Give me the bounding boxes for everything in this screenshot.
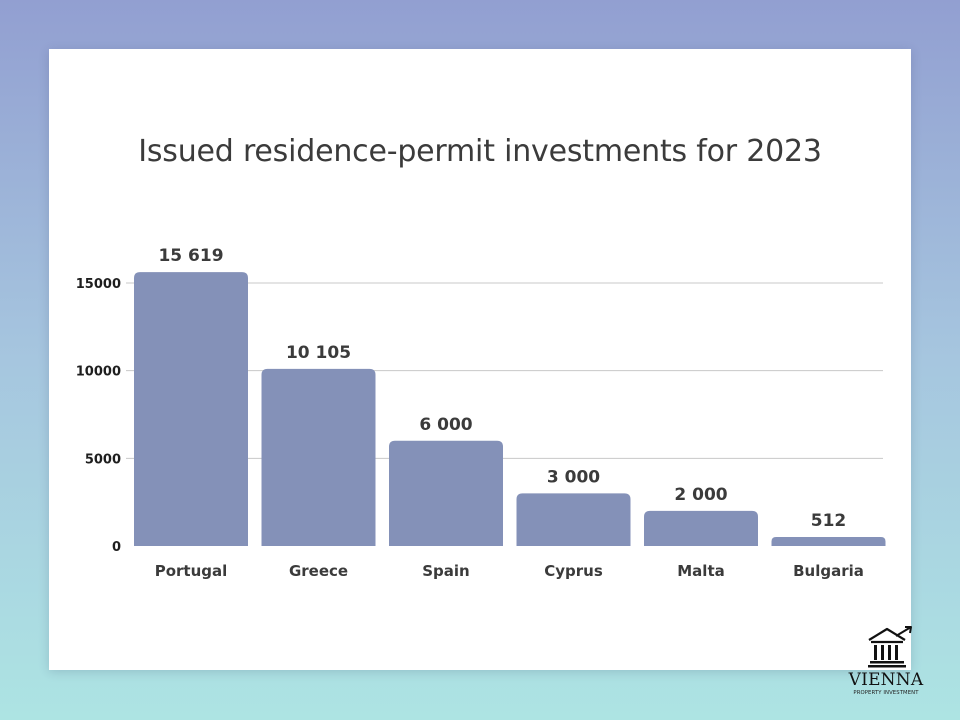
bar [389,440,503,546]
x-tick-label: Cyprus [544,562,603,580]
brand-logo: VIENNA PROPERTY INVESTMENT [846,626,928,702]
bar [644,510,758,546]
y-tick-label: 5000 [85,452,121,467]
bar [771,537,886,546]
y-tick-label: 0 [112,540,121,555]
data-label: 512 [811,511,847,531]
bar [516,493,631,546]
y-tick-label: 15000 [76,277,121,292]
x-tick-label: Portugal [155,562,228,580]
x-tick-label: Bulgaria [793,562,864,580]
logo-tagline: PROPERTY INVESTMENT [853,690,919,696]
y-tick-label: 10000 [76,365,121,380]
bar [261,368,376,546]
data-label: 15 619 [158,246,223,266]
bar [134,272,248,546]
data-label: 2 000 [674,485,727,505]
chart-title: Issued residence-permit investments for … [138,134,822,169]
logo-name: VIENNA [848,670,924,690]
x-tick-label: Spain [422,562,469,580]
data-label: 6 000 [419,415,472,435]
data-label: 10 105 [286,343,351,363]
data-label: 3 000 [547,467,600,487]
x-tick-label: Greece [289,562,348,580]
x-tick-label: Malta [677,562,724,580]
building-growth-icon [868,626,912,668]
